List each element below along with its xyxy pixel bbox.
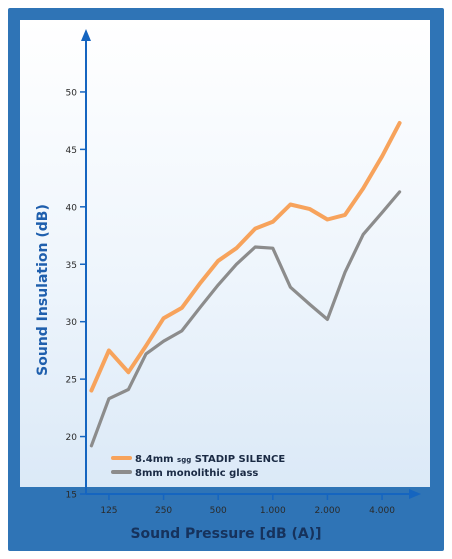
x-tick-label: 500 (210, 506, 227, 516)
y-axis-arrow-icon (81, 29, 91, 41)
legend: 8.4mm sgg STADIP SILENCE 8mm monolithic … (111, 454, 285, 479)
series-lines (89, 121, 402, 448)
x-axis-arrow-icon (409, 489, 421, 499)
y-tick-label: 20 (66, 433, 78, 443)
y-tick-label: 25 (66, 376, 77, 386)
legend-label-monolithic: 8mm monolithic glass (135, 468, 258, 479)
y-tick-label: 30 (66, 318, 78, 328)
x-tick-label: 125 (100, 506, 117, 516)
plot-panel (20, 20, 430, 487)
legend-label-stadip: 8.4mm sgg STADIP SILENCE (135, 454, 285, 465)
y-axis-title: Sound Insulation (dB) (35, 204, 51, 376)
x-tick-label: 1.000 (260, 506, 286, 516)
y-tick-label: 45 (66, 146, 77, 156)
x-tick-label: 4.000 (369, 506, 395, 516)
y-tick-label: 15 (66, 491, 77, 501)
y-tick-label: 35 (66, 261, 77, 271)
series-line-monolithic (89, 190, 402, 448)
series-line-stadip (89, 121, 402, 393)
x-tick-label: 2.000 (315, 506, 341, 516)
x-axis-title: Sound Pressure [dB (A)] (130, 526, 322, 542)
x-tick-label: 250 (155, 506, 172, 516)
axes (81, 29, 421, 499)
y-tick-label: 40 (66, 203, 78, 213)
y-tick-label: 50 (66, 88, 78, 98)
axis-ticks: 15 20 25 30 35 40 45 50 125 250 500 1.000 2.000 4.000 (66, 88, 396, 516)
